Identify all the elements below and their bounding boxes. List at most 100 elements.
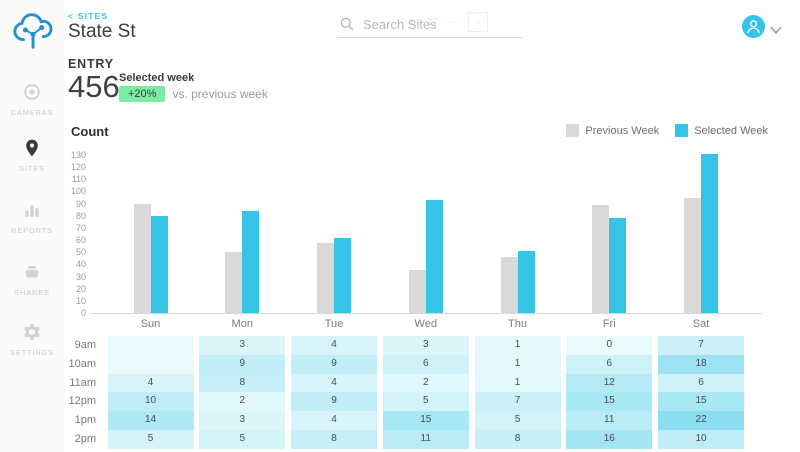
bar-selected-week-sun xyxy=(150,216,168,313)
heatmap-row-label-9am: 9am xyxy=(74,339,96,351)
bar-previous-week-thu xyxy=(500,257,518,313)
heatmap-cell-sat-9am: 7 xyxy=(658,336,744,355)
heatmap-cell-fri-9am: 0 xyxy=(566,336,653,355)
user-avatar[interactable] xyxy=(742,15,765,38)
x-axis-line xyxy=(90,313,762,314)
selected-week-label: Selected week xyxy=(119,72,195,84)
bar-previous-week-wed xyxy=(408,270,426,313)
heatmap-cell-mon-1pm: 3 xyxy=(199,411,286,430)
bar-previous-week-mon xyxy=(225,252,243,313)
user-icon xyxy=(747,20,760,34)
bar-selected-week-thu xyxy=(517,251,535,313)
bar-selected-week-fri xyxy=(609,218,627,313)
legend-label: Previous Week xyxy=(585,124,660,137)
heatmap-row-label-12pm: 12pm xyxy=(68,395,96,408)
bar-chart-icon xyxy=(0,200,64,222)
change-note: vs. previous week xyxy=(172,87,268,101)
sidebar-item-reports[interactable]: REPORTS xyxy=(0,200,64,235)
heatmap-cell-sat-10am: 18 xyxy=(658,354,744,374)
sidebar-item-label: CAMERAS xyxy=(10,108,54,117)
sidebar-item-shares[interactable]: SHARES xyxy=(0,262,64,297)
heatmap-cell-wed-12pm: 5 xyxy=(382,392,469,412)
x-axis-label-sun: Sun xyxy=(140,318,161,330)
legend-item-previous-week[interactable]: Previous Week xyxy=(566,124,659,137)
x-axis-label-mon: Mon xyxy=(231,318,253,330)
back-chevron-icon: < xyxy=(68,11,75,21)
legend-item-selected-week[interactable]: Selected Week xyxy=(675,124,768,137)
heatmap-cell-wed-9am: 3 xyxy=(382,336,469,355)
heatmap-cell-tue-11am: 4 xyxy=(291,373,377,393)
heatmap-cell-tue-2pm: 8 xyxy=(291,430,377,449)
chart-legend: Previous Week Selected Week xyxy=(566,124,768,137)
chart-title: Count xyxy=(71,124,109,139)
breadcrumb[interactable]: < SITES xyxy=(68,11,108,21)
heatmap-row-label-10am: 10am xyxy=(68,357,96,370)
heatmap-cell-fri-10am: 6 xyxy=(566,354,653,374)
sidebar-item-label: SITES xyxy=(19,164,45,173)
bar-previous-week-fri xyxy=(592,205,610,313)
heatmap-cell-thu-2pm: 8 xyxy=(474,430,561,449)
heatmap-cell-fri-1pm: 11 xyxy=(566,411,653,430)
heatmap-cell-tue-10am: 9 xyxy=(291,354,377,374)
week-change-row: +20% vs. previous week xyxy=(119,86,268,102)
app-logo-cloud-icon[interactable] xyxy=(11,8,57,52)
legend-swatch xyxy=(675,124,689,137)
heatmap-cell-sat-12pm: 15 xyxy=(658,392,744,412)
box-icon xyxy=(0,262,64,284)
heatmap-cell-sun-1pm: 14 xyxy=(107,411,194,430)
sidebar-item-label: REPORTS xyxy=(11,226,53,235)
y-axis-tick: 80 xyxy=(75,210,86,221)
heatmap-cell-thu-9am: 1 xyxy=(474,336,561,355)
y-axis-tick: 60 xyxy=(75,235,86,246)
sidebar-item-sites[interactable]: SITES xyxy=(0,138,64,173)
search-input[interactable] xyxy=(361,16,515,33)
camera-icon xyxy=(0,82,64,104)
bar-previous-week-sun xyxy=(133,204,151,313)
bar-selected-week-mon xyxy=(242,211,260,313)
sidebar-item-label: SHARES xyxy=(14,288,50,297)
y-axis-tick: 20 xyxy=(75,283,86,294)
x-axis-label-tue: Tue xyxy=(324,318,344,330)
x-axis-label-thu: Thu xyxy=(508,318,527,330)
legend-swatch xyxy=(566,124,580,137)
x-axis-label-sat: Sat xyxy=(692,318,710,330)
heatmap-cell-sat-1pm: 22 xyxy=(658,411,744,430)
heatmap-cell-sun-2pm: 5 xyxy=(107,430,194,449)
gear-icon xyxy=(0,322,64,344)
heatmap-cell-tue-1pm: 4 xyxy=(291,411,377,430)
heatmap-cell-sun-9am xyxy=(107,336,194,355)
bar-selected-week-wed xyxy=(425,200,443,313)
user-menu-chevron-down-icon[interactable] xyxy=(770,22,782,35)
breadcrumb-label: SITES xyxy=(77,11,109,21)
y-axis-tick: 120 xyxy=(70,162,86,173)
heatmap-row-label-2pm: 2pm xyxy=(74,433,96,445)
entry-count-value: 456 xyxy=(68,69,120,104)
heatmap-cell-mon-10am: 9 xyxy=(199,354,286,374)
heatmap-cell-fri-12pm: 15 xyxy=(566,392,653,412)
bar-selected-week-sat xyxy=(701,154,718,313)
y-axis-tick: 70 xyxy=(75,222,86,233)
y-axis-tick: 100 xyxy=(70,186,86,197)
y-axis-tick: 40 xyxy=(75,259,86,270)
bar-previous-week-sat xyxy=(684,198,701,313)
heatmap-cell-thu-11am: 1 xyxy=(474,373,561,393)
heatmap-cell-sat-2pm: 10 xyxy=(658,430,744,449)
heatmap-cell-sat-11am: 6 xyxy=(658,373,744,393)
heatmap-row-label-11am: 11am xyxy=(69,376,96,389)
sidebar-item-cameras[interactable]: CAMERAS xyxy=(0,82,64,117)
heatmap-cell-thu-1pm: 5 xyxy=(474,411,561,430)
heatmap-cell-mon-9am: 3 xyxy=(199,336,286,355)
heatmap-cell-sun-12pm: 10 xyxy=(107,392,194,412)
search-icon xyxy=(340,17,354,30)
sidebar-item-settings[interactable]: SETTINGS xyxy=(0,322,64,357)
heatmap-cell-tue-9am: 4 xyxy=(291,336,377,355)
sidebar-item-label: SETTINGS xyxy=(10,348,54,357)
entry-section-title: ENTRY xyxy=(68,57,114,71)
legend-label: Selected Week xyxy=(694,124,768,137)
heatmap-cell-mon-12pm: 2 xyxy=(199,392,286,412)
heatmap-cell-sun-10am xyxy=(107,354,194,374)
map-pin-icon xyxy=(0,138,64,160)
search-bar xyxy=(337,12,523,38)
heatmap-cell-wed-11am: 2 xyxy=(382,373,469,393)
